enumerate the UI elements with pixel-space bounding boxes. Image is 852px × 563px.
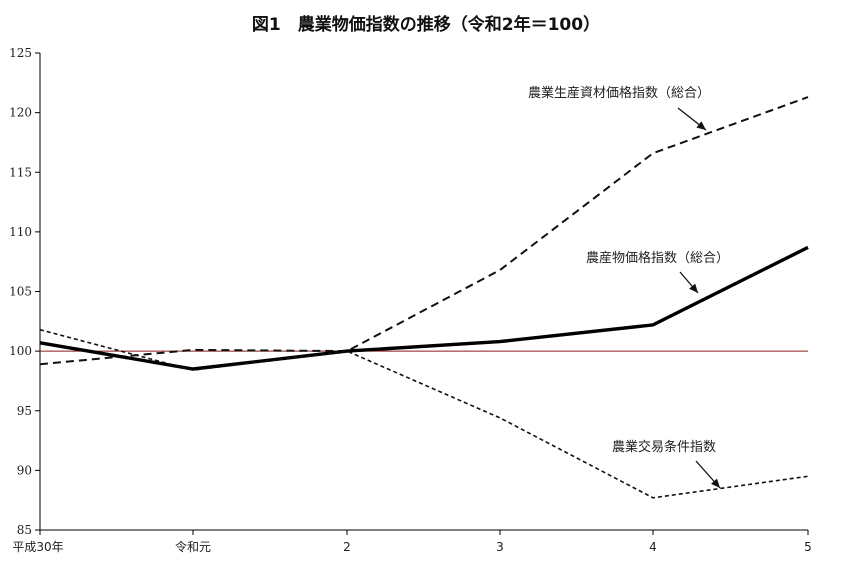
x-axis-ticks: 平成30年 令和元 2 3 4 5 [12,530,812,554]
x-tick-label: 2 [343,540,351,554]
y-tick-label: 115 [9,165,32,179]
y-tick-label: 100 [9,344,32,358]
arrow-input-price [677,107,707,131]
x-tick-label: 平成30年 [12,540,63,554]
chart-title: 図1 農業物価指数の推移（令和2年＝100） [251,15,601,35]
series-label-product-price: 農産物価格指数（総合） [586,250,729,266]
arrow-product-price [679,271,699,294]
y-axis-ticks: 85 90 95 100 105 110 115 120 125 [9,46,40,537]
y-tick-label: 95 [17,404,32,418]
y-tick-label: 125 [9,46,32,60]
series-line-input-price [39,96,809,366]
series-line-terms-of-trade [39,328,809,499]
arrow-terms-of-trade [695,460,721,489]
y-tick-label: 105 [9,285,32,299]
y-tick-label: 90 [17,463,32,477]
x-tick-label: 3 [496,540,504,554]
y-tick-label: 110 [9,225,32,239]
series-labels: 農業生産資材価格指数（総合） 農産物価格指数（総合） 農業交易条件指数 [528,85,729,489]
series-label-input-price: 農業生産資材価格指数（総合） [528,85,710,101]
series-group [39,96,809,499]
x-tick-label: 5 [804,540,812,554]
y-tick-label: 85 [17,523,32,537]
x-tick-label: 4 [649,540,657,554]
x-tick-label: 令和元 [175,539,211,554]
series-line-product-price [39,245,809,371]
series-label-terms-of-trade: 農業交易条件指数 [612,439,716,455]
axes [39,53,808,531]
y-tick-label: 120 [9,106,32,120]
